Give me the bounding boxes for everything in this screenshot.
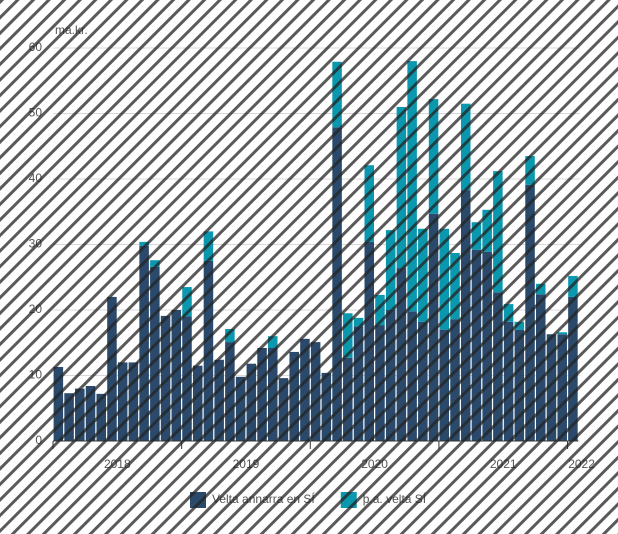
bar-segment	[150, 266, 160, 441]
bar-segment	[568, 275, 578, 297]
bar-segment	[128, 362, 139, 441]
bar-segment	[503, 321, 514, 441]
bar-segment	[364, 241, 374, 441]
bar-segment	[139, 241, 149, 246]
bar-segment	[471, 249, 482, 441]
bar-segment	[85, 385, 96, 441]
bar-segment	[460, 103, 471, 191]
bar-segment	[482, 251, 492, 441]
legend: Velta annarra en SÍ þ.a. velta SÍ	[190, 491, 427, 508]
legend-swatch	[340, 492, 357, 508]
bar-segment	[525, 156, 535, 185]
bar-segment	[332, 61, 342, 128]
x-year-label: 2021	[490, 457, 517, 471]
bar-segment	[568, 296, 578, 441]
bar-segment	[557, 332, 567, 335]
bar-segment	[203, 231, 214, 261]
bar-segment	[396, 106, 407, 269]
bar-segment	[525, 184, 535, 441]
bar-segment	[482, 209, 492, 252]
bar-segment	[75, 388, 85, 441]
bar-segment	[557, 334, 567, 441]
bar-segment	[321, 372, 332, 441]
bar-segment	[64, 393, 74, 441]
bar-segment	[268, 347, 278, 441]
bar-segment	[471, 222, 482, 250]
bar-segment	[536, 283, 546, 295]
bar-segment	[225, 342, 235, 441]
y-tick-label: 30	[29, 237, 43, 251]
bar-segment	[493, 292, 503, 441]
legend-swatch	[190, 492, 206, 508]
bar-segment	[385, 310, 396, 441]
y-tick-label: 40	[29, 171, 43, 185]
bar-segment	[364, 165, 374, 242]
bar-segment	[353, 317, 364, 327]
bar-segment	[246, 363, 257, 441]
bar-segment	[343, 357, 353, 441]
bar-segment	[450, 253, 460, 320]
bar-segment	[289, 351, 299, 441]
bar-segment	[343, 313, 353, 358]
bar-segment	[332, 127, 342, 441]
bar-segment	[428, 99, 439, 214]
y-tick-label: 60	[29, 40, 43, 54]
bar-segment	[514, 329, 525, 441]
bar-segment	[171, 310, 182, 441]
bar-segment	[418, 228, 428, 322]
bar-segment	[150, 260, 160, 267]
x-year-label: 2020	[361, 457, 388, 471]
y-tick-label: 50	[29, 106, 43, 120]
bar-segment	[182, 287, 192, 317]
y-tick-label: 10	[29, 368, 43, 382]
x-year-label: 2018	[104, 457, 131, 471]
bar-segment	[53, 366, 64, 441]
bar-segment	[353, 326, 364, 441]
bar-segment	[235, 376, 246, 441]
bar-segment	[493, 171, 503, 293]
bar-segment	[107, 296, 117, 441]
bar-segment	[439, 228, 450, 330]
bar-segment	[182, 316, 192, 441]
bar-segment	[214, 359, 224, 441]
bar-segment	[278, 378, 289, 441]
bar-segment	[439, 329, 450, 441]
bar-segment	[375, 325, 385, 441]
bar-segment	[385, 230, 396, 310]
bar-segment	[160, 315, 171, 441]
bar-segment	[460, 190, 471, 441]
bar-segment	[117, 362, 128, 441]
bar-segment	[96, 393, 106, 441]
legend-label: þ.a. velta SÍ	[363, 491, 427, 506]
bar-segment	[428, 213, 439, 441]
bar-segment	[407, 311, 417, 441]
bar-segment	[139, 245, 149, 441]
x-year-label: 2022	[568, 457, 595, 471]
bar-segment	[418, 321, 428, 441]
bar-segment	[503, 304, 514, 322]
bar-segment	[203, 260, 214, 441]
bar-segment	[450, 319, 460, 441]
bar-segment	[546, 334, 557, 441]
bar-segment	[225, 328, 235, 343]
y-unit-label: ma.kr.	[55, 23, 88, 37]
bar-segment	[536, 294, 546, 441]
plot-area: 0 10 20 30 40 50 60 2018 2019 2020 2021 2022	[29, 40, 596, 471]
bar-segment	[257, 347, 267, 441]
x-year-label: 2019	[233, 457, 260, 471]
y-tick-label: 20	[29, 302, 43, 316]
bar-segment	[310, 342, 321, 441]
bar-segment	[514, 321, 525, 330]
bar-segment	[396, 268, 407, 441]
y-tick-label: 0	[35, 433, 42, 447]
bar-segment	[375, 294, 385, 326]
legend-label: Velta annarra en SÍ	[212, 491, 315, 506]
bar-segment	[300, 338, 310, 441]
bar-segment	[268, 336, 278, 348]
bar-segment	[407, 61, 417, 312]
bar-segment	[192, 365, 203, 441]
